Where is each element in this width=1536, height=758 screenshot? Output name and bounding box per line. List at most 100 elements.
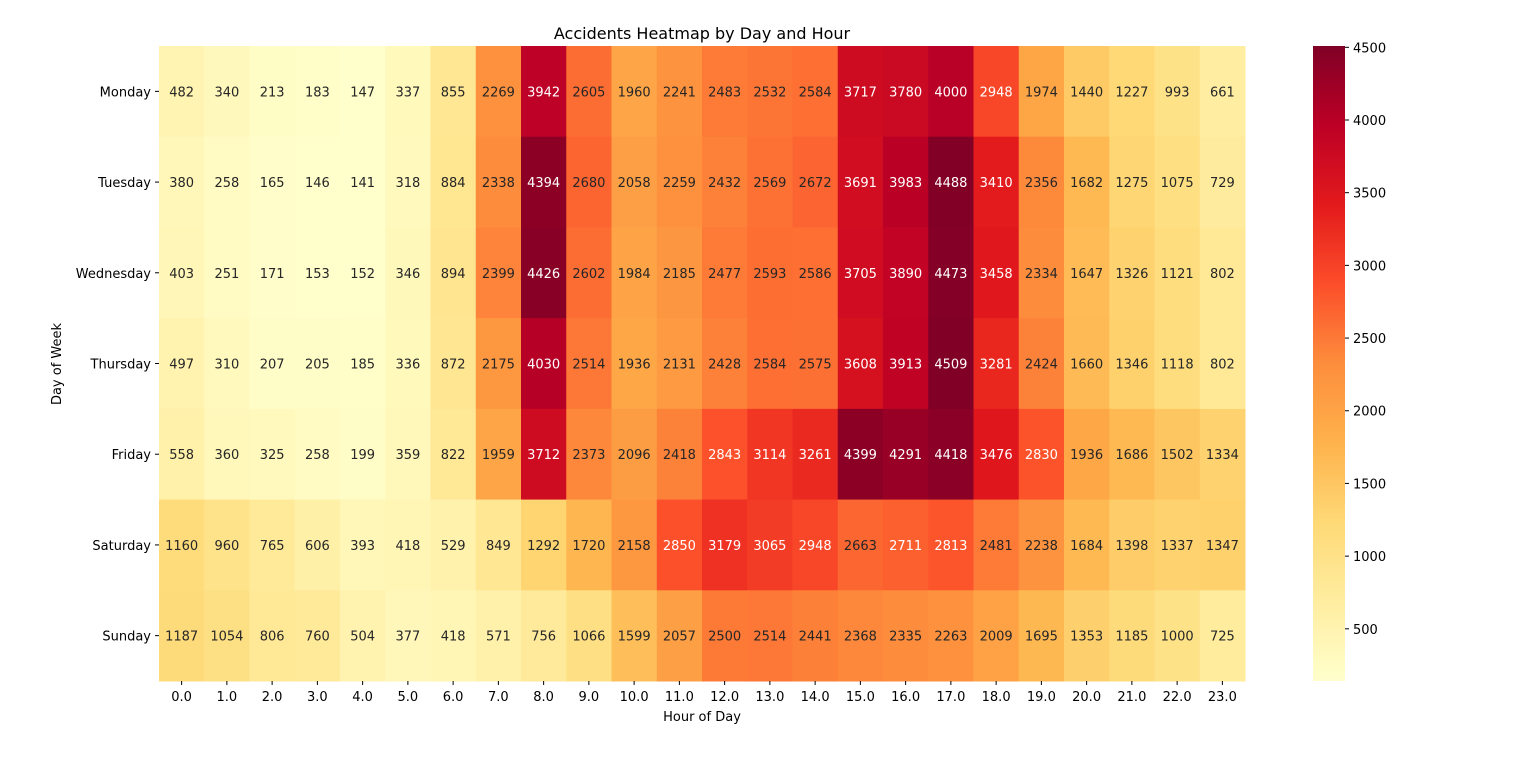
heatmap-cell — [747, 408, 793, 501]
heatmap-cell — [1154, 46, 1201, 138]
y-tick-label: Tuesday — [97, 176, 151, 191]
cell-value-label: 2605 — [572, 85, 605, 100]
heatmap-cell — [1199, 499, 1246, 591]
cell-value-label: 2441 — [799, 630, 832, 645]
heatmap-cell — [702, 46, 748, 138]
x-tick-label: 21.0 — [1117, 690, 1146, 705]
heatmap-cell — [385, 499, 431, 591]
heatmap-cell — [747, 227, 793, 319]
cell-value-label: 1187 — [165, 630, 198, 645]
cell-value-label: 1720 — [572, 539, 605, 554]
heatmap-cell — [1018, 318, 1065, 410]
cell-value-label: 2948 — [980, 85, 1013, 100]
colorbar-tick-label: 3500 — [1353, 187, 1386, 202]
x-tick-label: 20.0 — [1072, 690, 1101, 705]
cell-value-label: 2418 — [663, 448, 696, 463]
heatmap-cell — [249, 136, 296, 228]
heatmap-cell — [1018, 499, 1065, 591]
cell-value-label: 1075 — [1161, 176, 1194, 191]
heatmap-cell — [430, 136, 477, 228]
heatmap-cell — [340, 590, 386, 682]
cell-value-label: 2813 — [934, 539, 967, 554]
heatmap-cell — [430, 590, 477, 682]
x-axis-label: Hour of Day — [663, 710, 741, 725]
y-tick-label: Saturday — [92, 539, 151, 554]
heatmap-cell — [611, 46, 658, 138]
cell-value-label: 3913 — [889, 358, 922, 373]
heatmap-cell — [883, 46, 929, 138]
y-tick-label: Thursday — [90, 358, 152, 373]
x-tick-label: 19.0 — [1027, 690, 1056, 705]
heatmap-cell — [204, 318, 250, 410]
cell-value-label: 482 — [169, 85, 194, 100]
heatmap-cell — [883, 408, 929, 501]
heatmap-cell — [204, 408, 250, 501]
heatmap-cell — [1199, 227, 1246, 319]
heatmap-cell — [385, 318, 431, 410]
cell-value-label: 4509 — [934, 358, 967, 373]
heatmap-cell — [883, 318, 929, 410]
heatmap-cell — [294, 318, 341, 410]
heatmap-cell — [340, 46, 386, 138]
heatmap-cell — [1109, 590, 1155, 682]
cell-value-label: 1275 — [1115, 176, 1148, 191]
cell-value-label: 336 — [395, 358, 420, 373]
heatmap-cell — [159, 318, 205, 410]
heatmap-cell — [294, 46, 341, 138]
heatmap-cell — [566, 136, 612, 228]
heatmap-cell — [747, 136, 793, 228]
heatmap-cell — [294, 136, 341, 228]
cell-value-label: 2368 — [844, 630, 877, 645]
heatmap-cell — [1154, 227, 1201, 319]
cell-value-label: 183 — [305, 85, 330, 100]
heatmap-cell — [1018, 46, 1065, 138]
heatmap-cell — [1109, 227, 1155, 319]
heatmap-cell — [611, 590, 658, 682]
cell-value-label: 3114 — [753, 448, 786, 463]
heatmap-cell — [973, 408, 1020, 501]
cell-value-label: 403 — [169, 267, 194, 282]
heatmap-cell — [204, 227, 250, 319]
heatmap-cell — [521, 136, 567, 228]
cell-value-label: 3476 — [980, 448, 1013, 463]
heatmap-cell — [1064, 318, 1110, 410]
cell-value-label: 337 — [395, 85, 420, 100]
heatmap-cell — [521, 46, 567, 138]
cell-value-label: 2532 — [753, 85, 786, 100]
heatmap-cell — [973, 46, 1020, 138]
cell-value-label: 802 — [1210, 358, 1235, 373]
heatmap-cell — [566, 318, 612, 410]
cell-value-label: 1346 — [1115, 358, 1148, 373]
x-tick-label: 17.0 — [936, 690, 965, 705]
heatmap-cell — [1199, 136, 1246, 228]
cell-value-label: 165 — [260, 176, 285, 191]
cell-value-label: 2483 — [708, 85, 741, 100]
heatmap-cell — [566, 227, 612, 319]
cell-value-label: 2584 — [753, 358, 786, 373]
heatmap-cell — [656, 136, 703, 228]
heatmap-cell — [883, 227, 929, 319]
cell-value-label: 802 — [1210, 267, 1235, 282]
cell-value-label: 2238 — [1025, 539, 1058, 554]
heatmap-cell — [1109, 318, 1155, 410]
cell-value-label: 146 — [305, 176, 330, 191]
cell-value-label: 1974 — [1025, 85, 1058, 100]
cell-value-label: 3458 — [980, 267, 1013, 282]
cell-value-label: 360 — [214, 448, 239, 463]
heatmap-cell — [611, 318, 658, 410]
cell-value-label: 529 — [441, 539, 466, 554]
x-tick-label: 22.0 — [1163, 690, 1192, 705]
heatmap-cell — [837, 408, 884, 501]
heatmap-cell — [792, 227, 839, 319]
heatmap-cell — [294, 408, 341, 501]
cell-value-label: 1334 — [1206, 448, 1239, 463]
heatmap-cell — [792, 46, 839, 138]
x-tick-label: 16.0 — [891, 690, 920, 705]
cell-value-label: 2432 — [708, 176, 741, 191]
cell-value-label: 2335 — [889, 630, 922, 645]
cell-value-label: 2711 — [889, 539, 922, 554]
cell-value-label: 2586 — [799, 267, 832, 282]
heatmap-cell — [294, 590, 341, 682]
colorbar: 500 1000 1500 2000 2500 3000 3500 4000 4500 — [1313, 41, 1386, 681]
heatmap-cell — [249, 318, 296, 410]
